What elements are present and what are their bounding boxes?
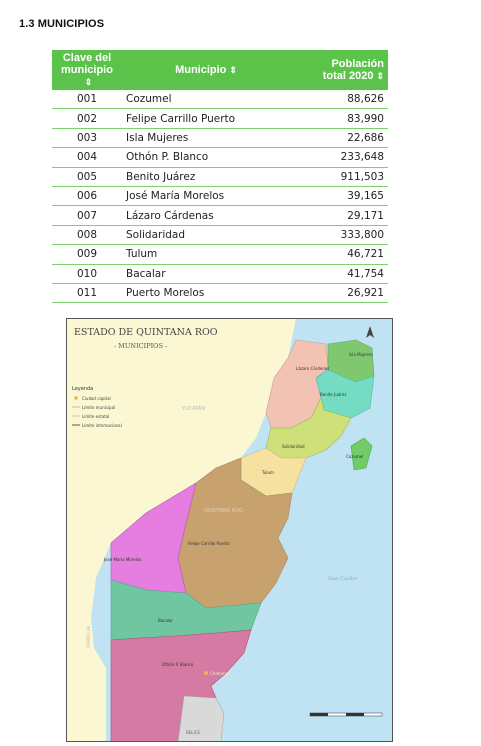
cell-municipio: Isla Mujeres: [122, 128, 290, 149]
municipios-table: Clave del municipio ⇕ Municipio ⇕ Poblaci…: [52, 50, 388, 304]
cell-clave: 003: [52, 128, 122, 149]
label-cozumel: Cozumel: [346, 454, 363, 459]
poblacion-header-line1: Población: [331, 58, 384, 70]
label-lazaro-cardenas: Lázaro Cárdenas: [296, 366, 329, 371]
cell-municipio: Bacalar: [122, 264, 290, 284]
cell-municipio: Solidaridad: [122, 225, 290, 246]
table-row: 006 José María Morelos 39,165: [52, 186, 388, 207]
cell-clave: 007: [52, 205, 122, 226]
legend-item: Ciudad capital: [82, 396, 111, 401]
legend-title: Leyenda: [72, 386, 93, 392]
region-belice: [177, 695, 225, 742]
cell-poblacion: 88,626: [290, 90, 388, 110]
region-othon-p-blanco: [110, 629, 252, 742]
label-campeche: CAMPECHE: [86, 625, 91, 648]
cell-clave: 004: [52, 147, 122, 168]
label-quintana-roo: QUINTANA ROO: [204, 508, 243, 514]
table-row: 011 Puerto Morelos 26,921: [52, 283, 388, 304]
cell-poblacion: 333,800: [290, 225, 388, 246]
cell-poblacion: 233,648: [290, 147, 388, 168]
label-belice: BELICE: [186, 730, 200, 735]
table-row: 002 Felipe Carrillo Puerto 83,990: [52, 108, 388, 129]
sort-icon: ⇕: [376, 71, 384, 81]
cell-poblacion: 26,921: [290, 283, 388, 304]
legend-item: Límite internacional: [82, 423, 122, 428]
table-row: 010 Bacalar 41,754: [52, 264, 388, 284]
capital-city-symbol: [74, 396, 78, 400]
cell-poblacion: 83,990: [290, 108, 388, 129]
map-border: [66, 318, 393, 742]
cell-municipio: Lázaro Cárdenas: [122, 205, 290, 226]
column-header-municipio[interactable]: Municipio ⇕: [122, 50, 290, 90]
table-row: 005 Benito Juárez 911,503: [52, 167, 388, 187]
cell-poblacion: 39,165: [290, 186, 388, 207]
cell-municipio: Felipe Carrillo Puerto: [122, 108, 290, 129]
label-benito-juarez: Benito Juárez: [320, 392, 346, 397]
cell-municipio: Cozumel: [122, 90, 290, 110]
cell-clave: 005: [52, 167, 122, 187]
label-bacalar: Bacalar: [158, 618, 173, 623]
municipios-map: ESTADO DE QUINTANA ROO - MUNICIPIOS - Le…: [66, 318, 393, 742]
cell-clave: 002: [52, 108, 122, 129]
table-header-row: Clave del municipio ⇕ Municipio ⇕ Poblaci…: [52, 50, 388, 90]
cell-poblacion: 41,754: [290, 264, 388, 284]
legend-item: Límite municipal: [82, 405, 115, 410]
cell-clave: 006: [52, 186, 122, 207]
sort-icon: ⇕: [84, 77, 93, 87]
cell-poblacion: 29,171: [290, 205, 388, 226]
poblacion-header-line2: total 2020: [322, 70, 374, 82]
cell-clave: 010: [52, 264, 122, 284]
scale-bar-segment: [310, 713, 328, 716]
section-heading: 1.3 MUNICIPIOS: [19, 18, 105, 30]
label-chetumal: Chetumal: [210, 671, 229, 676]
cell-poblacion: 22,686: [290, 128, 388, 149]
legend-box: [70, 382, 148, 444]
region-cozumel: [350, 437, 373, 471]
label-othon-p-blanco: Othón P. Blanco: [162, 662, 194, 667]
table-row: 007 Lázaro Cárdenas 29,171: [52, 205, 388, 226]
table-row: 009 Tulum 46,721: [52, 244, 388, 265]
north-arrow-icon: [366, 326, 374, 338]
label-felipe-carrillo-puerto: Felipe Carrillo Puerto: [188, 541, 230, 546]
cell-poblacion: 911,503: [290, 167, 388, 187]
label-mar-caribe: Mar Caribe: [328, 576, 357, 582]
cell-clave: 001: [52, 90, 122, 110]
map-subtitle: - MUNICIPIOS -: [114, 342, 167, 350]
municipio-header-label: Municipio: [175, 64, 227, 76]
capital-city-marker: [204, 671, 208, 675]
map-title: ESTADO DE QUINTANA ROO: [74, 327, 218, 338]
table-row: 008 Solidaridad 333,800: [52, 225, 388, 246]
cell-municipio: Othón P. Blanco: [122, 147, 290, 168]
cell-municipio: José María Morelos: [122, 186, 290, 207]
map-image: ESTADO DE QUINTANA ROO - MUNICIPIOS - Le…: [66, 318, 393, 742]
label-isla-mujeres: Isla Mujeres: [349, 352, 373, 357]
label-solidaridad: Solidaridad: [282, 444, 305, 449]
clave-header-line2: municipio: [61, 64, 113, 76]
label-jose-maria-morelos: José María Morelos: [103, 557, 141, 562]
column-header-poblacion[interactable]: Población total 2020 ⇕: [290, 50, 388, 90]
table-row: 003 Isla Mujeres 22,686: [52, 128, 388, 149]
column-header-clave[interactable]: Clave del municipio ⇕: [52, 50, 122, 90]
cell-municipio: Puerto Morelos: [122, 283, 290, 304]
cell-poblacion: 46,721: [290, 244, 388, 265]
cell-municipio: Benito Juárez: [122, 167, 290, 187]
table-row: 004 Othón P. Blanco 233,648: [52, 147, 388, 168]
cell-clave: 011: [52, 283, 122, 304]
table-row: 001 Cozumel 88,626: [52, 90, 388, 110]
cell-clave: 009: [52, 244, 122, 265]
cell-clave: 008: [52, 225, 122, 246]
label-yucatan: YUCATÁN: [181, 405, 205, 412]
legend-item: Límite estatal: [82, 414, 109, 419]
cell-municipio: Tulum: [122, 244, 290, 265]
sort-icon: ⇕: [229, 65, 237, 75]
scale-bar-segment: [346, 713, 364, 716]
clave-header-line1: Clave del: [62, 52, 112, 64]
label-tulum: Tulum: [261, 470, 274, 475]
